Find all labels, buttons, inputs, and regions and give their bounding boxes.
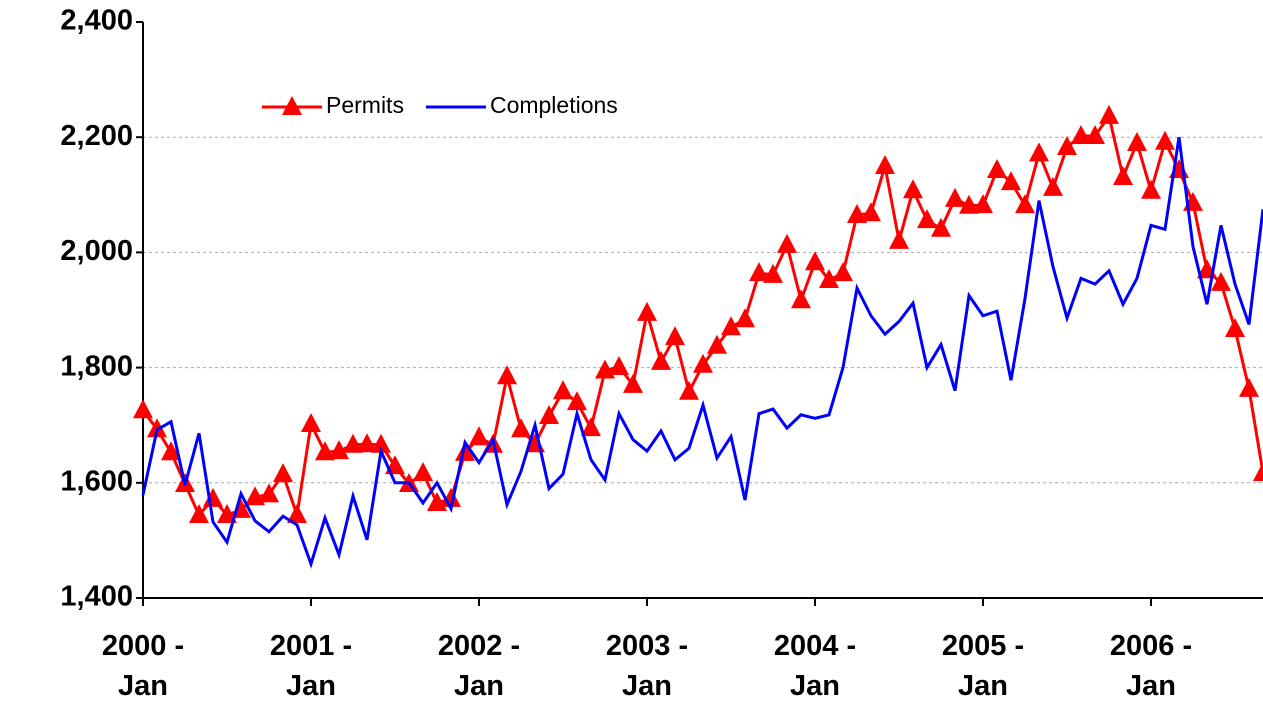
marker [931, 217, 951, 237]
marker [497, 365, 517, 385]
marker [455, 441, 475, 461]
marker [1071, 125, 1091, 145]
series-line [141, 136, 1263, 569]
y-tick-label: 2,200 [60, 120, 133, 152]
marker [651, 350, 671, 370]
x-tick-label: 2001 - Jan [269, 630, 353, 702]
marker [1085, 125, 1105, 145]
marker [763, 263, 783, 283]
marker [1001, 171, 1021, 191]
marker [973, 194, 993, 214]
marker [959, 194, 979, 214]
marker [567, 391, 587, 411]
marker [777, 233, 797, 253]
legend-label: Permits [326, 92, 404, 118]
marker [1141, 179, 1161, 199]
marker [371, 433, 391, 453]
marker [735, 308, 755, 328]
legend-label: Completions [490, 92, 618, 118]
marker [413, 462, 433, 482]
marker [1113, 165, 1133, 185]
marker [875, 155, 895, 174]
marker [749, 262, 769, 282]
marker [329, 440, 349, 460]
x-tick-label: 2004 - Jan [773, 630, 857, 702]
marker [805, 251, 825, 271]
marker [147, 418, 167, 438]
marker [259, 483, 279, 503]
marker [189, 504, 209, 524]
marker [791, 289, 811, 309]
marker [161, 441, 181, 461]
marker [315, 441, 335, 461]
marker [623, 373, 643, 393]
marker [637, 301, 657, 321]
marker [917, 209, 937, 229]
marker [343, 433, 363, 453]
series-line [141, 112, 1263, 518]
marker [861, 202, 881, 222]
marker [1155, 130, 1175, 150]
marker [889, 229, 909, 249]
marker [1127, 131, 1147, 151]
marker [1225, 318, 1245, 338]
marker [665, 326, 685, 346]
marker [357, 433, 377, 453]
x-tick-label: 2003 - Jan [605, 630, 689, 702]
marker [721, 316, 741, 336]
marker [847, 203, 867, 223]
marker [1043, 176, 1063, 196]
y-tick-label: 2,400 [60, 5, 133, 37]
y-tick-label: 2,000 [60, 235, 133, 267]
marker [679, 380, 699, 400]
marker [945, 187, 965, 207]
marker [1211, 271, 1231, 291]
marker [819, 269, 839, 289]
marker [1029, 142, 1049, 162]
marker [511, 418, 531, 438]
marker [987, 159, 1007, 179]
x-tick-label: 2000 - Jan [101, 630, 185, 702]
marker [1015, 194, 1035, 214]
marker [469, 426, 489, 446]
marker [1099, 104, 1119, 124]
marker [203, 487, 223, 507]
x-tick-label: 2006 - Jan [1109, 630, 1193, 702]
marker [609, 356, 629, 376]
y-tick-label: 1,600 [60, 465, 133, 497]
marker [287, 504, 307, 524]
marker [707, 334, 727, 354]
marker [693, 353, 713, 373]
marker [833, 262, 853, 282]
marker [301, 413, 321, 433]
marker [1057, 135, 1077, 155]
x-tick-label: 2005 - Jan [941, 630, 1025, 702]
marker [539, 404, 559, 424]
y-tick-label: 1,800 [60, 350, 133, 382]
marker [903, 179, 923, 199]
y-tick-label: 1,400 [60, 581, 133, 613]
marker [581, 417, 601, 437]
marker [553, 380, 573, 400]
marker [1239, 377, 1259, 397]
marker [1253, 462, 1263, 482]
legend-marker [282, 96, 302, 115]
marker [217, 504, 237, 524]
marker [273, 463, 293, 483]
x-tick-label: 2002 - Jan [437, 630, 521, 702]
marker [133, 399, 153, 419]
